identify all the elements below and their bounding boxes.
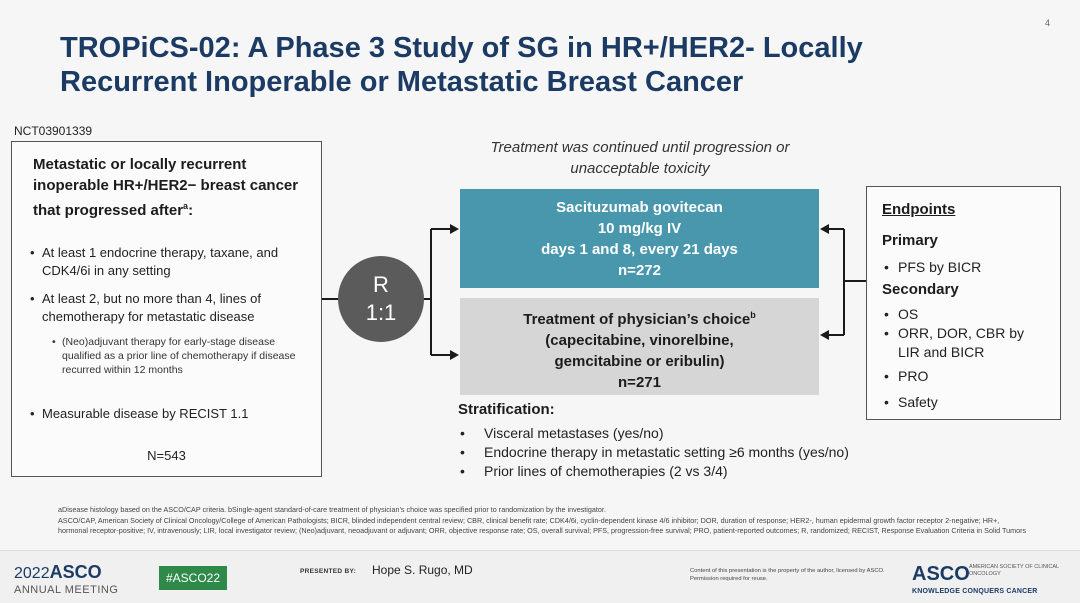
- footnote-abbreviations: ASCO/CAP, American Society of Clinical O…: [58, 515, 1027, 536]
- presenter-name: Hope S. Rugo, MD: [372, 563, 473, 577]
- secondary-label: Secondary: [882, 281, 959, 298]
- asco-logo: ASCO: [912, 563, 970, 585]
- secondary-endpoint-item: • ORR, DOR, CBR by LIR and BICR: [884, 325, 1025, 360]
- eligibility-bullet-2: • At least 2, but no more than 4, lines o…: [30, 291, 261, 324]
- copyright-notice: Content of this presentation is the prop…: [690, 568, 885, 582]
- sg-arm-drug: Sacituzumab govitecan: [556, 199, 723, 216]
- secondary-endpoint-item: • OS: [884, 306, 919, 322]
- arrowhead-endpoints-tpc: [820, 330, 829, 340]
- arrowhead-sg-arm: [450, 224, 459, 234]
- asco-tagline: KNOWLEDGE CONQUERS CANCER: [912, 588, 1038, 595]
- hashtag-badge: #ASCO22: [159, 566, 227, 590]
- secondary-endpoint-item: • PRO: [884, 368, 929, 384]
- asco-logo-subtitle: AMERICAN SOCIETY OF CLINICAL ONCOLOGY: [969, 564, 1059, 577]
- arrowhead-endpoints-sg: [820, 224, 829, 234]
- tpc-arm-box: Treatment of physician’s choiceb (capeci…: [460, 298, 819, 395]
- title-line-2: Recurrent Inoperable or Metastatic Breas…: [60, 66, 744, 98]
- sg-arm-dose: 10 mg/kg IV: [597, 220, 682, 237]
- footnote-line-1: aDisease histology based on the ASCO/CAP…: [58, 505, 606, 514]
- meeting-label: ANNUAL MEETING: [14, 584, 119, 596]
- randomization-letter: R: [373, 272, 389, 297]
- eligibility-bullet-1: • At least 1 endocrine therapy, taxane, a…: [30, 245, 279, 278]
- eligibility-box: Metastatic or locally recurrent inoperab…: [11, 141, 322, 477]
- tpc-arm-drugs-1: (capecitabine, vinorelbine,: [545, 332, 734, 349]
- tpc-arm-title: Treatment of physician’s choiceb: [523, 310, 756, 328]
- footnotes: aDisease histology based on the ASCO/CAP…: [58, 505, 1028, 537]
- arrowhead-tpc-arm: [450, 350, 459, 360]
- sg-arm-n: n=272: [618, 262, 661, 279]
- stratification-item: • Endocrine therapy in metastatic setting…: [460, 444, 849, 460]
- eligibility-sub-bullet: • (Neo)adjuvant therapy for early-stage d…: [52, 336, 296, 376]
- enrollment-count: N=543: [147, 448, 186, 463]
- stratification-item: • Prior lines of chemotherapies (2 vs 3/4…: [460, 463, 728, 479]
- page-number: 4: [1044, 18, 1050, 28]
- tpc-arm-n: n=271: [618, 374, 661, 391]
- slide-title: TROPiCS-02: A Phase 3 Study of SG in HR+…: [60, 31, 1040, 99]
- primary-label: Primary: [882, 232, 938, 249]
- endpoints-box: Endpoints Primary • PFS by BICR Secondary…: [866, 186, 1061, 420]
- presented-by-label: PRESENTED BY:: [300, 568, 357, 575]
- endpoints-title: Endpoints: [882, 201, 956, 218]
- title-line-1: TROPiCS-02: A Phase 3 Study of SG in HR+…: [60, 32, 863, 64]
- primary-endpoint-item: • PFS by BICR: [884, 259, 982, 275]
- meeting-logo: 2022ASCO: [14, 562, 102, 582]
- stratification-title: Stratification:: [458, 401, 555, 418]
- sg-arm-box: Sacituzumab govitecan 10 mg/kg IV days 1…: [460, 189, 819, 288]
- sg-arm-schedule: days 1 and 8, every 21 days: [541, 241, 738, 258]
- trial-id: NCT03901339: [14, 124, 93, 138]
- randomization-ratio: 1:1: [365, 300, 397, 325]
- randomization-circle: R 1:1: [338, 256, 424, 342]
- eligibility-heading: Metastatic or locally recurrent inoperab…: [33, 156, 299, 219]
- eligibility-bullet-3: • Measurable disease by RECIST 1.1: [30, 406, 249, 421]
- treatment-note: Treatment was continued until progressio…: [490, 139, 790, 177]
- stratification-item: • Visceral metastases (yes/no): [460, 425, 664, 441]
- tpc-arm-drugs-2: gemcitabine or eribulin): [554, 353, 725, 370]
- secondary-endpoint-item: • Safety: [884, 394, 938, 410]
